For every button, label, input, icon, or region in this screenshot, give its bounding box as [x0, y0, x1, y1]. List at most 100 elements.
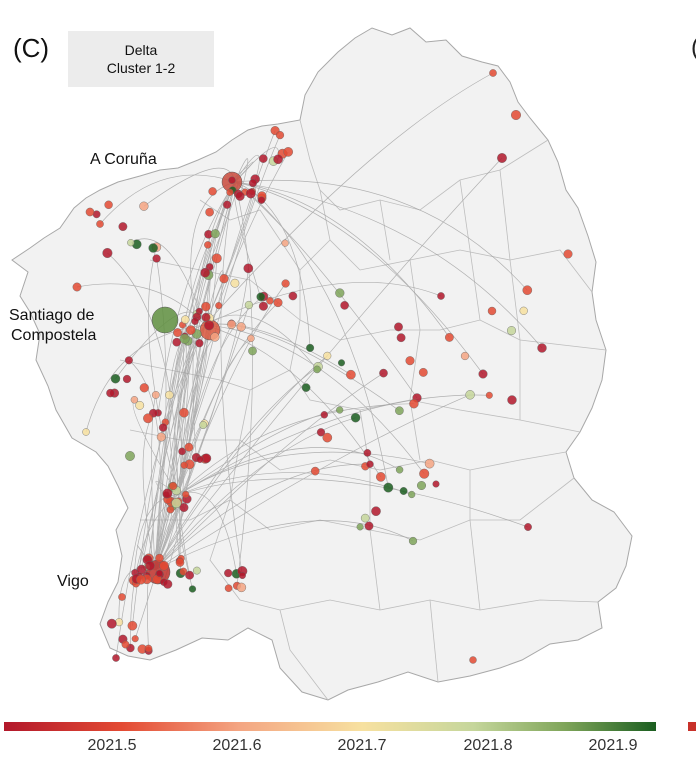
transmission-arc	[154, 463, 371, 571]
case-point	[364, 521, 374, 531]
case-point	[405, 356, 415, 366]
case-point	[366, 460, 374, 468]
case-point	[122, 374, 132, 384]
case-point	[408, 490, 416, 499]
case-point	[485, 391, 493, 399]
case-point	[195, 339, 204, 348]
case-point	[258, 154, 268, 163]
case-point	[215, 302, 223, 310]
case-point	[210, 332, 220, 342]
transmission-arc	[204, 281, 442, 326]
case-point	[96, 220, 104, 228]
case-point	[511, 109, 522, 120]
transmission-arc	[234, 181, 543, 349]
case-point	[460, 351, 470, 361]
case-point	[399, 487, 408, 495]
case-point	[419, 468, 430, 479]
case-point	[104, 200, 113, 210]
transmission-arcs	[76, 72, 543, 659]
case-point	[106, 618, 117, 629]
transmission-arc	[154, 324, 184, 571]
case-point	[179, 503, 189, 513]
case-point	[489, 69, 497, 77]
case-point	[127, 620, 138, 631]
case-point	[185, 570, 195, 580]
case-point	[273, 154, 283, 165]
case-point	[165, 390, 174, 400]
transmission-arc	[177, 134, 281, 496]
case-point	[121, 640, 130, 649]
case-point	[172, 337, 181, 347]
case-point	[257, 196, 266, 204]
case-point	[210, 229, 220, 239]
case-point	[228, 176, 236, 184]
case-point	[417, 481, 427, 491]
case-point	[244, 300, 254, 310]
case-point	[497, 153, 507, 163]
transmission-arc	[154, 258, 167, 571]
transmission-arc	[220, 181, 243, 576]
cluster-title-box: Delta Cluster 1-2	[68, 31, 214, 87]
case-point	[204, 241, 212, 249]
transmission-arc	[154, 394, 471, 571]
case-point	[173, 328, 183, 337]
case-point	[301, 383, 311, 392]
transmission-arc	[154, 366, 319, 571]
transmission-arc	[154, 355, 328, 571]
transmission-arc	[190, 181, 236, 322]
transmission-arc	[154, 268, 249, 571]
case-point	[163, 579, 173, 589]
case-point	[507, 395, 517, 405]
case-point	[363, 449, 372, 457]
case-point	[316, 428, 326, 437]
cluster-title-line2: Cluster 1-2	[106, 60, 176, 76]
case-point	[118, 593, 126, 601]
case-point	[371, 506, 381, 517]
case-point	[519, 306, 528, 315]
case-point	[537, 343, 547, 353]
case-cluster-point	[151, 306, 179, 334]
case-point	[211, 253, 222, 264]
transmission-arc	[173, 324, 206, 563]
transmission-arc	[154, 304, 250, 571]
transmission-arc	[234, 181, 389, 488]
case-point	[236, 582, 247, 593]
case-point	[185, 325, 196, 335]
case-point	[524, 523, 532, 531]
transmission-arc	[204, 323, 352, 375]
city-label-coruna: A Coruña	[90, 151, 157, 168]
case-point	[162, 488, 173, 499]
case-point	[356, 523, 364, 531]
transmission-arc	[234, 181, 450, 338]
case-point	[336, 406, 344, 414]
case-point	[340, 301, 349, 310]
case-point	[179, 333, 190, 344]
transmission-arc	[177, 403, 414, 496]
case-point	[219, 274, 229, 284]
case-point	[346, 369, 356, 380]
case-point	[335, 288, 345, 298]
case-point	[191, 317, 199, 325]
case-point	[320, 411, 328, 419]
case-point	[424, 458, 435, 469]
case-point	[224, 584, 233, 593]
case-point	[379, 368, 388, 378]
case-point	[188, 585, 197, 593]
transmission-arc	[154, 283, 286, 571]
case-point	[143, 413, 153, 424]
transmission-arc	[177, 324, 206, 466]
case-point	[131, 635, 139, 643]
case-point	[418, 367, 428, 377]
case-point	[247, 334, 255, 343]
case-point	[155, 553, 164, 563]
transmission-arc	[177, 394, 490, 496]
case-point	[156, 432, 166, 442]
case-point	[184, 442, 194, 452]
case-point	[180, 461, 188, 469]
transmission-arc	[234, 179, 528, 291]
case-point	[323, 351, 332, 360]
case-point	[158, 423, 168, 432]
case-point	[192, 566, 201, 575]
case-point	[145, 560, 155, 571]
case-point	[226, 188, 234, 196]
